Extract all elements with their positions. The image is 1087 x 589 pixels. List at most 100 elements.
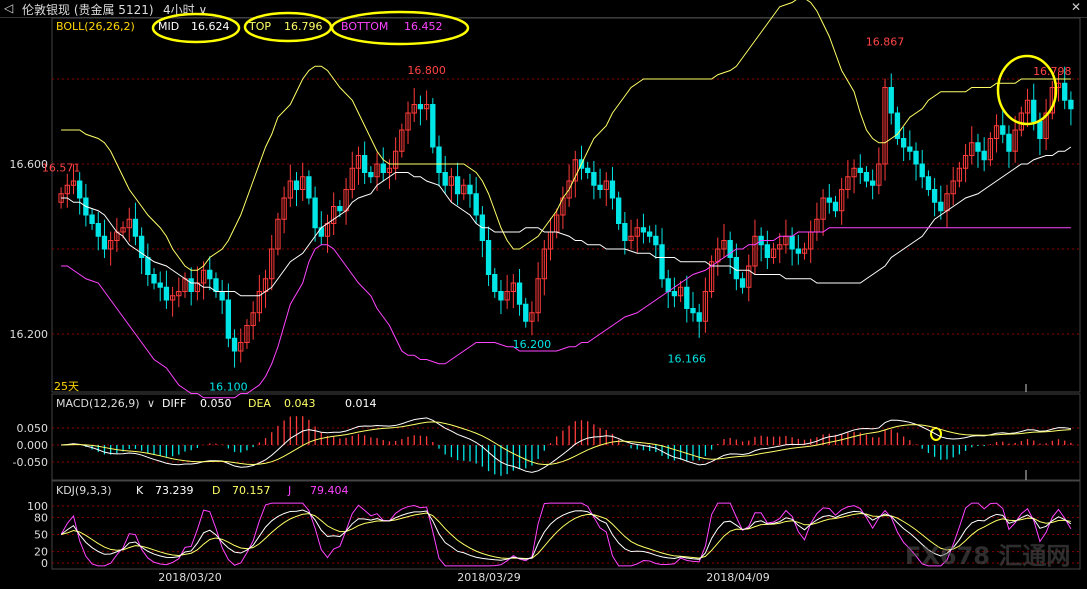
- kdj-indicator-label[interactable]: KDJ(9,3,3): [56, 484, 112, 497]
- candle-body: [975, 142, 981, 152]
- close-icon[interactable]: ✕: [1070, 0, 1081, 14]
- candle-body: [275, 218, 281, 250]
- candle-body: [95, 223, 101, 237]
- candle-body: [504, 291, 510, 301]
- candle-body: [213, 278, 219, 292]
- candle-body: [151, 274, 157, 284]
- candle-body: [826, 197, 832, 203]
- kdj-d-value: 70.157: [232, 484, 271, 497]
- candle-body: [349, 167, 355, 190]
- candle-body: [461, 184, 467, 195]
- candle-body: [857, 167, 863, 173]
- period-note: 25天: [54, 380, 79, 393]
- candle-body: [207, 269, 213, 280]
- candle-body: [473, 193, 479, 216]
- boll-bottom-label: BOTTOM: [341, 20, 389, 33]
- candle-body: [485, 240, 492, 275]
- candle-body: [646, 231, 653, 237]
- candle-body: [572, 159, 578, 182]
- candle-body: [962, 155, 969, 169]
- candle-body: [727, 240, 733, 258]
- candle-body: [436, 146, 442, 173]
- candle-body: [1068, 99, 1074, 110]
- candle-body: [696, 312, 702, 322]
- candle-body: [708, 261, 715, 292]
- macd-y-tick: -0.050: [13, 456, 48, 469]
- price-annotation: 16.100: [209, 381, 248, 394]
- back-icon[interactable]: ◁: [4, 1, 14, 15]
- highlight-circle: [996, 54, 1058, 126]
- highlight-circle: [330, 10, 470, 46]
- candle-body: [653, 235, 659, 246]
- candle-body: [789, 235, 795, 250]
- macd-indicator-label[interactable]: MACD(12,26,9): [56, 397, 140, 410]
- macd-dropdown-icon[interactable]: ∨: [147, 397, 156, 410]
- boll-mid-label: MID: [158, 20, 180, 33]
- macd-dea-label: DEA: [248, 397, 271, 410]
- candle-body: [281, 197, 287, 220]
- boll-indicator-label[interactable]: BOLL(26,26,2): [56, 20, 135, 33]
- kdj-y-tick: 80: [34, 511, 48, 524]
- candle-body: [894, 112, 901, 139]
- candle-body: [609, 180, 616, 199]
- candle-body: [752, 235, 758, 267]
- candle-body: [238, 342, 244, 352]
- candle-body: [913, 150, 919, 165]
- candle-body: [219, 291, 225, 301]
- candle-body: [430, 104, 436, 148]
- candle-body: [665, 278, 671, 292]
- candle-body: [368, 172, 374, 178]
- candle-body: [721, 240, 727, 250]
- candle-body: [1012, 129, 1018, 152]
- candle-body: [1062, 82, 1068, 101]
- candle-body: [702, 291, 709, 322]
- candle-body: [1018, 112, 1025, 131]
- boll-top-label: TOP: [249, 20, 272, 33]
- candle-body: [492, 274, 498, 292]
- boll-top-line: [61, 0, 1071, 271]
- watermark-logo: FX678 汇通网: [905, 542, 1071, 570]
- kdj-y-tick: 100: [27, 500, 48, 513]
- candle-body: [690, 308, 696, 314]
- x-axis-date-label: 2018/03/29: [457, 571, 520, 584]
- candle-body: [1037, 121, 1043, 139]
- candle-body: [442, 172, 448, 186]
- kdj-j-line: [60, 502, 1072, 567]
- candle-body: [950, 180, 956, 195]
- candle-body: [145, 257, 151, 275]
- candle-body: [931, 189, 938, 203]
- instrument-title: 伦敦银现 (贵金属 5121): [22, 3, 154, 17]
- candle-body: [225, 299, 232, 339]
- kdj-k-label: K: [136, 484, 144, 497]
- candle-body: [938, 201, 944, 212]
- candle-body: [417, 104, 424, 110]
- candle-body: [566, 180, 572, 199]
- macd-y-tick: 0.050: [17, 422, 49, 435]
- candle-body: [163, 286, 170, 301]
- candle-body: [355, 155, 362, 169]
- candle-body: [832, 201, 839, 212]
- candle-body: [677, 286, 684, 297]
- candle-body: [77, 180, 83, 199]
- kdj-k-line: [60, 509, 1072, 561]
- candle-body: [591, 172, 597, 186]
- main-y-tick: 16.200: [10, 328, 49, 341]
- candle-body: [157, 282, 163, 288]
- candle-body: [89, 214, 95, 224]
- candle-body: [300, 176, 306, 190]
- price-annotation: 16.867: [866, 36, 905, 49]
- candle-body: [919, 163, 925, 178]
- candle-body: [622, 223, 628, 241]
- candle-body: [863, 172, 870, 182]
- candle-body: [640, 227, 647, 233]
- main-panel-frame: [51, 17, 1081, 393]
- candle-body: [634, 227, 640, 237]
- candle-body: [882, 87, 888, 165]
- macd-value: 0.014: [345, 397, 377, 410]
- candle-body: [287, 180, 293, 199]
- candle-body: [764, 244, 771, 258]
- candle-body: [956, 167, 963, 182]
- macd-panel-frame: [51, 393, 1081, 481]
- macd-diff-value: 0.050: [200, 397, 232, 410]
